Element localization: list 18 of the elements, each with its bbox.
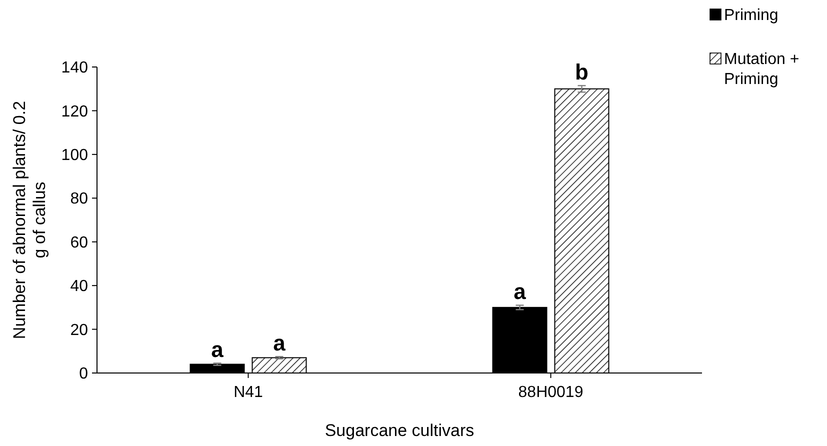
y-tick-label: 140 [61, 60, 88, 77]
y-tick-label: 80 [70, 190, 88, 208]
y-tick-label: 40 [70, 278, 88, 296]
y-tick-label: 60 [70, 234, 88, 252]
y-tick-label: 0 [79, 366, 88, 383]
y-axis-title: Number of abnormal plants/ 0.2 g of callus [10, 100, 49, 340]
y-tick-label: 120 [61, 103, 88, 120]
annotation: a [514, 279, 527, 304]
annotation: a [273, 330, 286, 356]
legend-label: Mutation + Priming [724, 51, 800, 88]
y-tick-label: 100 [61, 147, 88, 164]
y-tick-label: 20 [70, 322, 88, 339]
legend-label: Priming [724, 7, 778, 24]
annotation: b [575, 60, 588, 85]
x-tick-label: N41 [234, 384, 264, 401]
annotation: a [211, 337, 224, 362]
x-axis-title: Sugarcane cultivars [324, 421, 474, 440]
x-tick-label: 88H0019 [518, 384, 584, 401]
